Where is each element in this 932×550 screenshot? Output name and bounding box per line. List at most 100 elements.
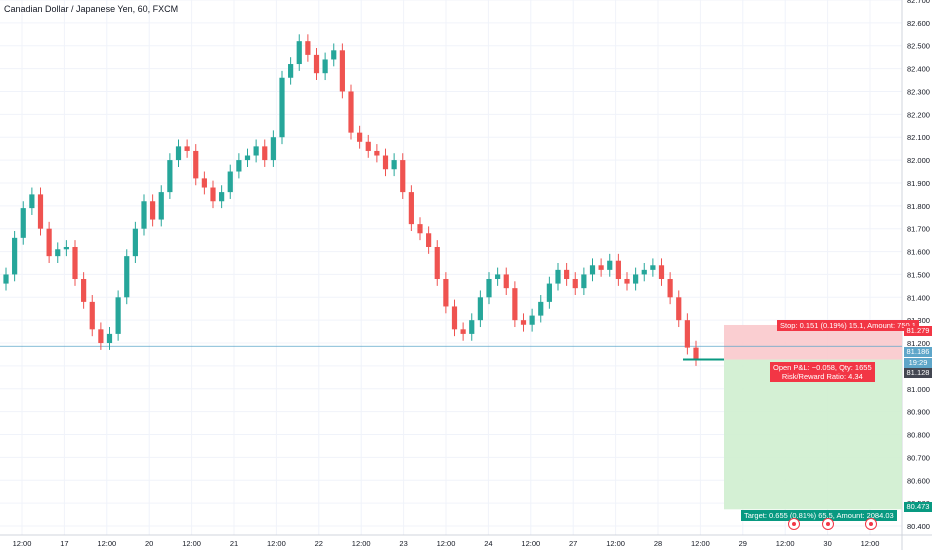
time-tick-label: 12:00 (691, 539, 710, 548)
candle-body (124, 256, 130, 298)
candle-body (201, 178, 207, 188)
candle-body (331, 50, 337, 60)
risk-reward-text: Risk/Reward Ratio: 4.34 (781, 372, 863, 381)
candle-body (106, 333, 113, 344)
candle-body (417, 224, 423, 234)
candle-body (288, 64, 294, 78)
candle-body (339, 50, 345, 92)
candle-body (564, 269, 570, 280)
price-tick-label: 81.400 (907, 293, 930, 302)
economic-event-icon[interactable] (788, 518, 800, 530)
time-tick-label: 27 (569, 539, 577, 548)
candle-body (253, 146, 259, 156)
stop-label: Stop: 0.151 (0.19%) 15.1, Amount: 750.1 (777, 320, 919, 331)
price-tick-label: 82.000 (907, 156, 930, 165)
candle-body (693, 347, 699, 360)
time-tick-label: 12:00 (437, 539, 456, 548)
candle-body (589, 265, 596, 275)
candle-body (529, 315, 535, 325)
price-tick-label: 82.400 (907, 65, 930, 74)
candle-body (132, 228, 138, 257)
candle-body (581, 274, 587, 289)
candle-body (81, 279, 87, 302)
economic-event-icon[interactable] (865, 518, 877, 530)
candle-body (443, 279, 449, 307)
candle-body (296, 41, 302, 65)
time-tick-label: 12:00 (776, 539, 795, 548)
price-tick-label: 81.900 (907, 179, 930, 188)
candle-body (607, 260, 613, 270)
candle-body (555, 269, 561, 284)
time-tick-label: 12:00 (97, 539, 116, 548)
candle-body (348, 91, 354, 133)
candle-body (503, 274, 509, 289)
candle-body (512, 288, 518, 321)
candle-body (572, 279, 578, 289)
time-tick-label: 12:00 (182, 539, 201, 548)
candle-body (460, 329, 466, 334)
candle-body (382, 155, 389, 170)
price-tick-label: 80.700 (907, 453, 930, 462)
candle-body (434, 246, 440, 280)
time-tick-label: 24 (484, 539, 492, 548)
time-tick-label: 30 (823, 539, 831, 548)
time-tick-label: 12:00 (521, 539, 540, 548)
candle-body (279, 77, 285, 138)
candle-body (357, 132, 363, 142)
price-tick-label: 81.800 (907, 202, 930, 211)
candle-body (46, 228, 52, 257)
time-tick-label: 12:00 (13, 539, 32, 548)
economic-event-icon[interactable] (822, 518, 834, 530)
candle-body (667, 279, 673, 298)
price-tick-label: 82.100 (907, 133, 930, 142)
candle-body (546, 283, 552, 302)
candle-body (158, 192, 164, 220)
candle-body (400, 160, 406, 193)
candle-body (684, 320, 690, 348)
time-tick-label: 17 (60, 539, 68, 548)
candle-body (495, 274, 501, 280)
stop-price-tag: 81.279 (904, 326, 932, 336)
price-tick-label: 82.700 (907, 0, 930, 5)
price-tick-label: 81.000 (907, 385, 930, 394)
pnl-label: Open P&L: −0.058, Qty: 1655 Risk/Reward … (770, 362, 875, 382)
candle-body (426, 233, 432, 247)
candle-body (20, 208, 26, 238)
candle-body (624, 279, 630, 284)
candle-body (408, 192, 414, 225)
target-zone (724, 359, 902, 510)
candle-body (184, 146, 190, 151)
time-tick-label: 21 (230, 539, 238, 548)
candle-body (175, 146, 182, 161)
price-tick-label: 81.600 (907, 248, 930, 257)
price-tick-label: 82.600 (907, 19, 930, 28)
candle-body (115, 297, 121, 334)
target-label: Target: 0.655 (0.81%) 65.5, Amount: 2084… (741, 510, 897, 521)
candle-body (391, 160, 397, 170)
candle-body (538, 301, 544, 316)
candle-body (236, 160, 242, 172)
time-tick-label: 20 (145, 539, 153, 548)
candle-body (477, 297, 483, 321)
candle-body (3, 274, 9, 284)
candle-body (29, 194, 35, 209)
price-tick-label: 82.500 (907, 42, 930, 51)
candle-body (227, 171, 233, 193)
price-tick-label: 80.900 (907, 408, 930, 417)
candle-body (374, 150, 380, 156)
price-tick-label: 80.800 (907, 431, 930, 440)
candle-body (365, 141, 371, 151)
time-tick-label: 12:00 (606, 539, 625, 548)
candle-body (486, 279, 492, 298)
candle-body (615, 260, 621, 280)
time-tick-label: 12:00 (267, 539, 286, 548)
time-tick-label: 23 (399, 539, 407, 548)
candle-body (244, 155, 251, 161)
price-tick-label: 82.300 (907, 87, 930, 96)
price-tick-label: 81.200 (907, 339, 930, 348)
time-tick-label: 12:00 (861, 539, 880, 548)
candle-body (641, 269, 647, 275)
bar-countdown-tag: 19:29 (904, 358, 932, 368)
